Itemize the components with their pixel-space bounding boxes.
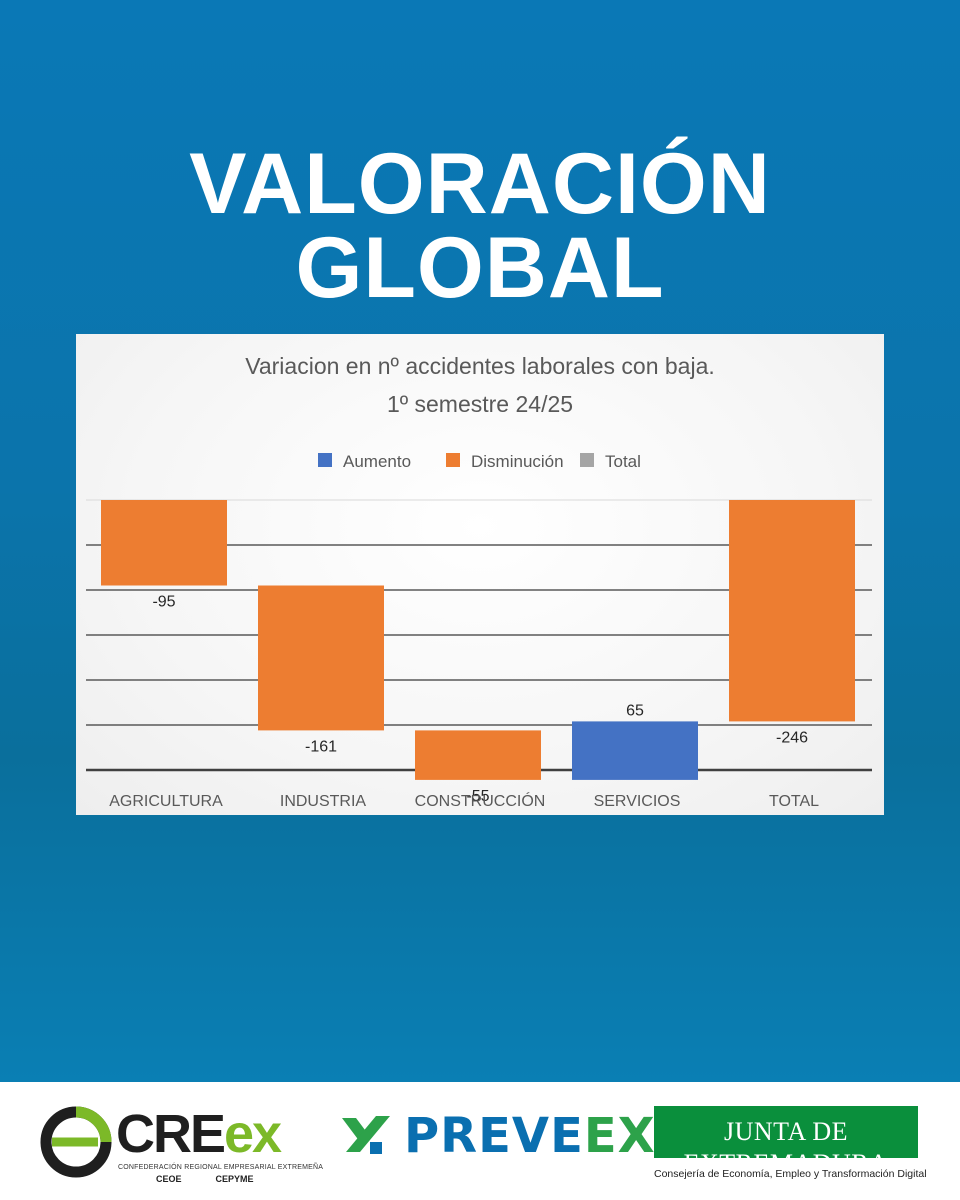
chart-subtitle: 1º semestre 24/25	[387, 391, 573, 417]
creex-word-a: CRE	[116, 1104, 226, 1164]
waterfall-chart: Variacion en nº accidentes laborales con…	[76, 334, 884, 815]
creex-emblem-icon	[40, 1106, 112, 1178]
creex-subtitle: CONFEDERACIÓN REGIONAL EMPRESARIAL EXTRE…	[118, 1164, 324, 1171]
creex-wordmark: CREex	[116, 1104, 282, 1164]
category-label-construcción: CONSTRUCCIÓN	[415, 791, 546, 810]
bar-agricultura	[101, 500, 227, 586]
partner-ceoe: CEOE	[156, 1174, 182, 1184]
page-title: VALORACIÓN GLOBAL	[0, 136, 960, 316]
legend-label-1: Aumento	[343, 452, 411, 471]
data-label-agricultura: -95	[152, 594, 175, 611]
chart-title: Variacion en nº accidentes laborales con…	[245, 353, 715, 379]
junta-subtitle: Consejería de Economía, Empleo y Transfo…	[654, 1168, 927, 1180]
legend-swatch-3	[580, 453, 594, 467]
category-label-agricultura: AGRICULTURA	[109, 793, 223, 810]
category-label-servicios: SERVICIOS	[594, 793, 681, 810]
legend-label-2: Disminución	[471, 452, 564, 471]
title-line-1: VALORACIÓN	[189, 136, 771, 232]
legend-label-3: Total	[605, 452, 641, 471]
creex-partners: CEOE CEPYME	[156, 1174, 288, 1184]
bar-total	[729, 500, 855, 722]
data-label-construcción: -55	[466, 788, 489, 805]
creex-logo: CREex CONFEDERACIÓN REGIONAL EMPRESARIAL…	[38, 1104, 328, 1184]
category-label-total: TOTAL	[769, 793, 819, 810]
legend-swatch-1	[318, 453, 332, 467]
data-label-servicios: 65	[626, 702, 644, 719]
preveex-word-a: PREVE	[404, 1108, 584, 1164]
title-line-2: GLOBAL	[295, 220, 665, 316]
preveex-word-b: EX	[583, 1108, 656, 1164]
preveex-logo: PREVEEX	[338, 1106, 655, 1166]
preveex-wordmark: PREVEEX	[404, 1106, 656, 1166]
legend-swatch-2	[446, 453, 460, 467]
partner-cepyme: CEPYME	[215, 1174, 254, 1184]
footer-logos: CREex CONFEDERACIÓN REGIONAL EMPRESARIAL…	[0, 1082, 960, 1200]
chart-canvas: Variacion en nº accidentes laborales con…	[86, 353, 872, 810]
bar-construcción	[415, 730, 541, 780]
preveex-emblem-icon	[342, 1116, 390, 1154]
bar-industria	[258, 585, 384, 731]
bar-servicios	[572, 721, 698, 780]
category-label-industria: INDUSTRIA	[280, 793, 367, 810]
data-label-industria: -161	[305, 738, 337, 755]
data-label-total: -246	[776, 729, 808, 746]
junta-title: JUNTA DE EXTREMADURA	[683, 1117, 889, 1178]
junta-logo: JUNTA DE EXTREMADURA	[654, 1106, 918, 1178]
creex-word-b: ex	[224, 1104, 282, 1164]
